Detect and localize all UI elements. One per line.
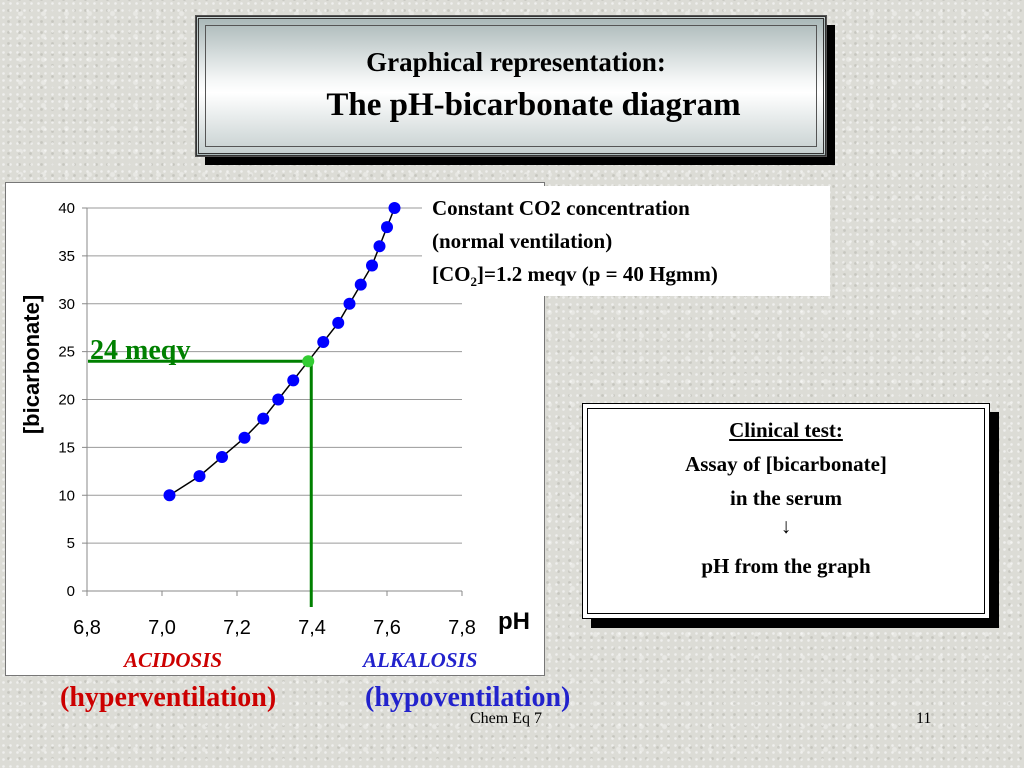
y-tick-label: 15 [58,439,75,456]
data-point [373,240,386,253]
x-tick-label: 7,2 [223,617,251,639]
data-point [343,297,356,310]
data-point [354,278,367,291]
clinical-line-2: in the serum [730,486,842,510]
y-tick-label: 25 [58,344,75,361]
co2-subscript: 2 [470,274,478,290]
title-box: Graphical representation: The pH-bicarbo… [195,15,827,157]
hyperventilation-label: (hyperventilation) [60,682,277,713]
slide-title-line2: The pH-bicarbonate diagram [326,87,741,123]
data-point [388,202,401,214]
data-point [381,221,393,234]
co2-line-3-suffix: ]=1.2 meqv (p = 40 Hgmm) [477,262,718,286]
y-tick-label: 10 [58,487,75,504]
page-number: 11 [916,710,932,727]
data-point [287,374,300,387]
co2-line-1: Constant CO2 concentration [432,196,690,220]
co2-line-3: [CO2]=1.2 meqv (p = 40 Hgmm) [432,262,718,290]
co2-line-3-prefix: [CO [432,262,471,286]
y-tick-label: 30 [58,296,75,313]
data-point [317,336,330,349]
hypoventilation-label: (hypoventilation) [365,682,571,713]
x-tick-label: 7,0 [148,617,176,639]
title-box-inner-border [205,25,817,147]
ph-bicarbonate-chart: 0 5 10 15 20 25 30 35 40 6,8 7,0 7,2 7,4 7,6 7,8 [bicar… [19,200,530,639]
acidosis-label: ACIDOSIS [124,648,223,672]
co2-info-box: Constant CO2 concentration (normal venti… [422,186,830,296]
clinical-line-3: pH from the graph [701,554,871,578]
slide-title-line1: Graphical representation: [366,47,666,77]
clinical-box-inner-border [587,408,985,614]
data-point [216,450,228,463]
y-tick-label: 20 [58,392,75,409]
y-axis-title: [bicarbonate] [19,295,44,434]
data-point [257,412,270,425]
co2-line-2: (normal ventilation) [432,229,613,253]
y-tick-label: 40 [58,200,75,217]
data-point [272,393,285,406]
x-tick-label: 7,6 [373,617,401,639]
down-arrow-icon: ↓ [780,514,792,538]
data-point [193,470,206,483]
data-point [238,431,251,444]
y-tick-label: 5 [67,535,75,552]
x-tick-label: 7,4 [298,617,326,639]
marker-point [302,355,315,368]
clinical-test-box: Clinical test: Assay of [bicarbonate] in… [582,403,990,619]
clinical-heading: Clinical test: [729,418,843,442]
marker-label: 24 meqv [90,335,190,366]
footer-title: Chem Eq 7 [470,710,542,727]
data-point [366,259,378,272]
x-tick-label: 7,8 [448,617,476,639]
y-tick-label: 0 [67,583,75,600]
clinical-line-1: Assay of [bicarbonate] [685,452,887,476]
x-axis-title: pH [498,608,530,635]
x-tick-label: 6,8 [73,617,101,639]
data-point [163,489,176,502]
alkalosis-label: ALKALOSIS [363,648,478,672]
y-tick-label: 35 [58,248,75,265]
data-point [332,316,345,329]
